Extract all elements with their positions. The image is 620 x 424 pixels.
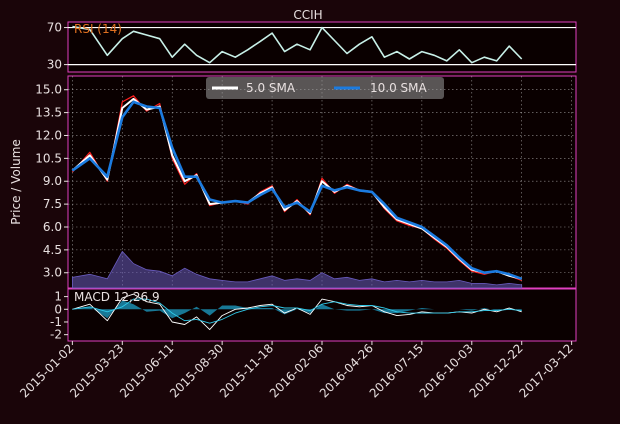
macd-histogram <box>72 300 522 319</box>
macd-y-tick-label: 1 <box>54 290 62 304</box>
rsi-plot <box>72 25 523 64</box>
legend: 5.0 SMA 10.0 SMA <box>206 77 444 99</box>
sma10-line <box>71 100 523 281</box>
price-y-axis-label: Price / Volume <box>9 139 23 225</box>
legend-label-sma5: 5.0 SMA <box>246 81 296 95</box>
price-plot <box>71 95 523 281</box>
price-y-ticks: 3.0 4.5 6.0 7.5 9.0 10.5 12.0 13.5 15.0 <box>35 83 68 280</box>
price-y-tick-label: 10.5 <box>35 151 62 165</box>
price-y-tick-label: 6.0 <box>43 220 62 234</box>
rsi-line <box>72 25 523 64</box>
macd-y-tick-label: 0 <box>54 302 62 316</box>
legend-box <box>206 77 444 99</box>
macd-y-tick-label: -1 <box>50 315 62 329</box>
macd-label: MACD 12,26,9 <box>74 290 160 304</box>
macd-plot <box>72 293 522 331</box>
rsi-label: RSI (14) <box>74 22 122 36</box>
price-y-tick-label: 9.0 <box>43 174 62 188</box>
signal-line <box>72 298 522 324</box>
price-y-tick-label: 15.0 <box>35 83 62 97</box>
chart-title: CCIH <box>293 8 322 22</box>
price-y-tick-label: 13.5 <box>35 106 62 120</box>
price-y-tick-label: 4.5 <box>43 243 62 257</box>
rsi-panel <box>67 21 577 73</box>
legend-label-sma10: 10.0 SMA <box>370 81 428 95</box>
macd-y-ticks: -2-101 <box>50 290 68 342</box>
price-y-tick-label: 7.5 <box>43 197 62 211</box>
volume-fill <box>72 250 523 289</box>
rsi-y-tick-label: 70 <box>47 21 62 35</box>
price-y-tick-label: 3.0 <box>43 266 62 280</box>
rsi-y-tick-label: 30 <box>47 58 62 72</box>
rsi-y-ticks: 30 70 <box>47 21 68 72</box>
volume-area <box>72 250 523 289</box>
macd-panel <box>67 288 577 342</box>
macd-y-tick-label: -2 <box>50 328 62 342</box>
price-y-tick-label: 12.0 <box>35 128 62 142</box>
